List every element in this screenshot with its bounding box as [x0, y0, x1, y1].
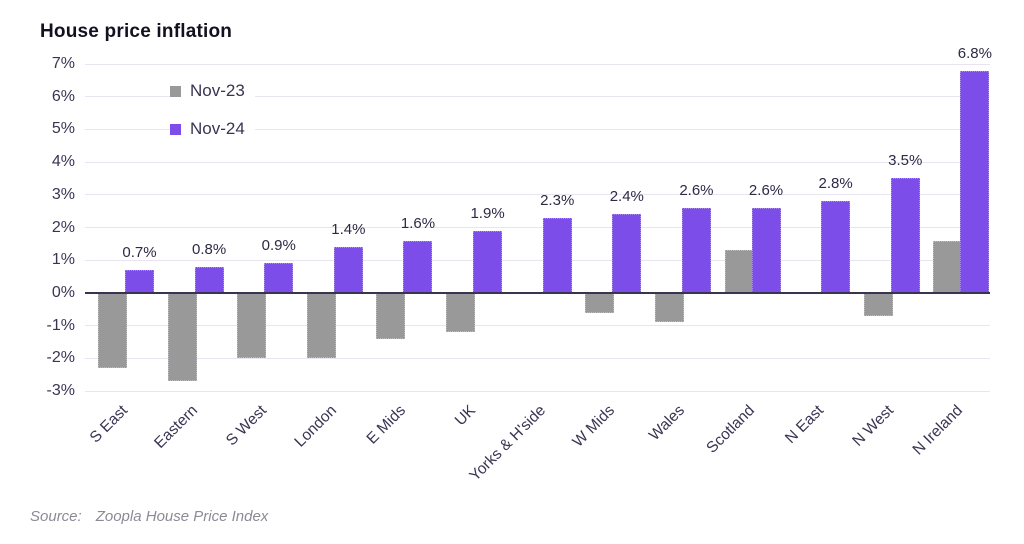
bar-value-label-s-west: 0.9% [261, 237, 296, 255]
bar-nov-24-scotland [751, 207, 781, 293]
y-axis-tick-label-2: 2% [51, 218, 75, 236]
bar-value-label-w-mids: 2.4% [609, 188, 644, 206]
bar-nov-24-s-east [125, 270, 154, 293]
legend-swatch-nov-23-icon [170, 85, 181, 97]
bar-nov-24-e-mids [403, 240, 433, 293]
bar-value-label-n-east: 2.8% [818, 175, 853, 193]
bar-nov-23-scotland [724, 250, 754, 293]
bar-nov-24-eastern [194, 266, 224, 293]
bar-nov-24-london [333, 247, 363, 293]
gridline-1 [85, 325, 990, 327]
y-axis-tick-label-7: 7% [51, 55, 75, 72]
bar-nov-23-e-mids [376, 292, 406, 339]
bar-value-label-n-ireland: 6.8% [957, 44, 992, 62]
bar-value-label-eastern: 0.8% [192, 240, 227, 258]
source-note: Source: Zoopla House Price Index [30, 508, 268, 525]
bar-value-label-yorks-h-side: 2.3% [540, 191, 575, 209]
bar-value-label-scotland: 2.6% [748, 181, 784, 199]
bar-nov-24-w-mids [612, 214, 642, 293]
gridline-2 [85, 227, 990, 228]
legend-label-nov-24: Nov-24 [190, 119, 245, 138]
y-axis-tick-label-6: 6% [51, 87, 75, 105]
bar-nov-23-s-west [237, 292, 267, 359]
y-axis-tick-label-5: 5% [51, 120, 75, 138]
bar-nov-23-uk [446, 292, 476, 333]
legend-item-nov-23: Nov-23 [170, 79, 255, 103]
bar-value-label-uk: 1.9% [470, 204, 505, 222]
gridline-2 [85, 357, 990, 359]
legend-swatch-nov-24-icon [170, 123, 181, 135]
bar-nov-23-n-west [863, 292, 893, 316]
bar-nov-23-london [306, 292, 336, 359]
y-axis-tick-label-3: -3% [46, 382, 75, 399]
bar-nov-24-s-west [264, 263, 294, 293]
bar-nov-23-s-east [98, 292, 127, 369]
plot-area: 0.7% 0.8% 0.9% 1.4% 1.6% 1.9% 2.3% 2.4% 2.6% 2.6%… [85, 45, 992, 392]
gridline-3 [85, 390, 990, 392]
source-label: Source: [30, 508, 82, 525]
source-text: Zoopla House Price Index [95, 508, 269, 525]
legend-label-nov-23: Nov-23 [190, 81, 245, 100]
bar-nov-24-n-west [890, 178, 920, 293]
y-axis-tick-label-0: 0% [51, 283, 75, 301]
y-axis-tick-label-2: -2% [46, 349, 75, 367]
bar-value-label-s-east: 0.7% [122, 244, 157, 261]
bar-nov-23-w-mids [585, 292, 615, 313]
bar-nov-23-n-ireland [933, 240, 963, 293]
bar-nov-24-n-east [821, 201, 851, 293]
bar-value-label-wales: 2.6% [679, 181, 714, 199]
bar-nov-24-yorks-h-side [542, 217, 572, 293]
bar-nov-24-uk [473, 230, 503, 293]
gridline-7 [85, 63, 990, 65]
gridline-3 [85, 194, 990, 196]
bar-nov-24-n-ireland [960, 70, 990, 293]
bar-nov-23-eastern [167, 292, 197, 382]
chart-title: House price inflation [40, 21, 233, 42]
y-axis-tick-label-1: 1% [51, 251, 75, 269]
bar-value-label-london: 1.4% [331, 221, 366, 239]
bar-value-label-n-west: 3.5% [888, 152, 923, 170]
gridline-4 [85, 161, 990, 163]
gridline-5 [85, 128, 990, 130]
bar-nov-24-wales [681, 207, 711, 293]
gridline-6 [85, 96, 990, 98]
legend-item-nov-24: Nov-24 [170, 117, 255, 141]
x-axis-zero-line [85, 291, 990, 294]
bar-value-label-e-mids: 1.6% [400, 214, 436, 232]
bar-nov-23-wales [654, 292, 684, 323]
gridline-1 [85, 259, 990, 261]
y-axis-tick-label-4: 4% [51, 153, 75, 171]
y-axis-tick-label-1: -1% [46, 316, 75, 334]
y-axis-tick-label-3: 3% [51, 185, 75, 203]
